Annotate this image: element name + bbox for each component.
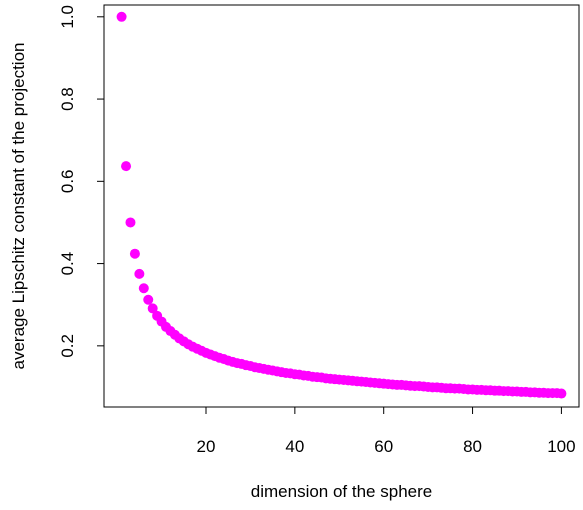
y-axis-label: average Lipschitz constant of the projec… [9, 43, 28, 370]
plot-frame [103, 4, 580, 408]
y-tick-label: 1.0 [58, 5, 77, 29]
data-point [143, 294, 154, 305]
x-axis: 20 40 60 80 100 [197, 407, 576, 456]
x-tick-label: 40 [285, 437, 304, 456]
y-tick-label: 0.2 [58, 334, 77, 358]
x-tick-label: 100 [547, 437, 575, 456]
x-tick-label: 60 [374, 437, 393, 456]
data-point [125, 217, 136, 228]
data-point [129, 248, 140, 259]
data-point [121, 161, 132, 172]
y-tick-label: 0.4 [58, 252, 77, 276]
data-point [138, 283, 149, 294]
x-axis-label: dimension of the sphere [251, 482, 432, 501]
y-tick-label: 0.8 [58, 87, 77, 111]
y-axis: 0.2 0.4 0.6 0.8 1.0 [58, 5, 104, 358]
data-point [116, 11, 127, 22]
data-point [556, 388, 567, 399]
x-tick-label: 20 [197, 437, 216, 456]
data-point [147, 303, 158, 314]
x-tick-label: 80 [463, 437, 482, 456]
data-point [134, 268, 145, 279]
data-points [116, 11, 567, 399]
y-tick-label: 0.6 [58, 170, 77, 194]
